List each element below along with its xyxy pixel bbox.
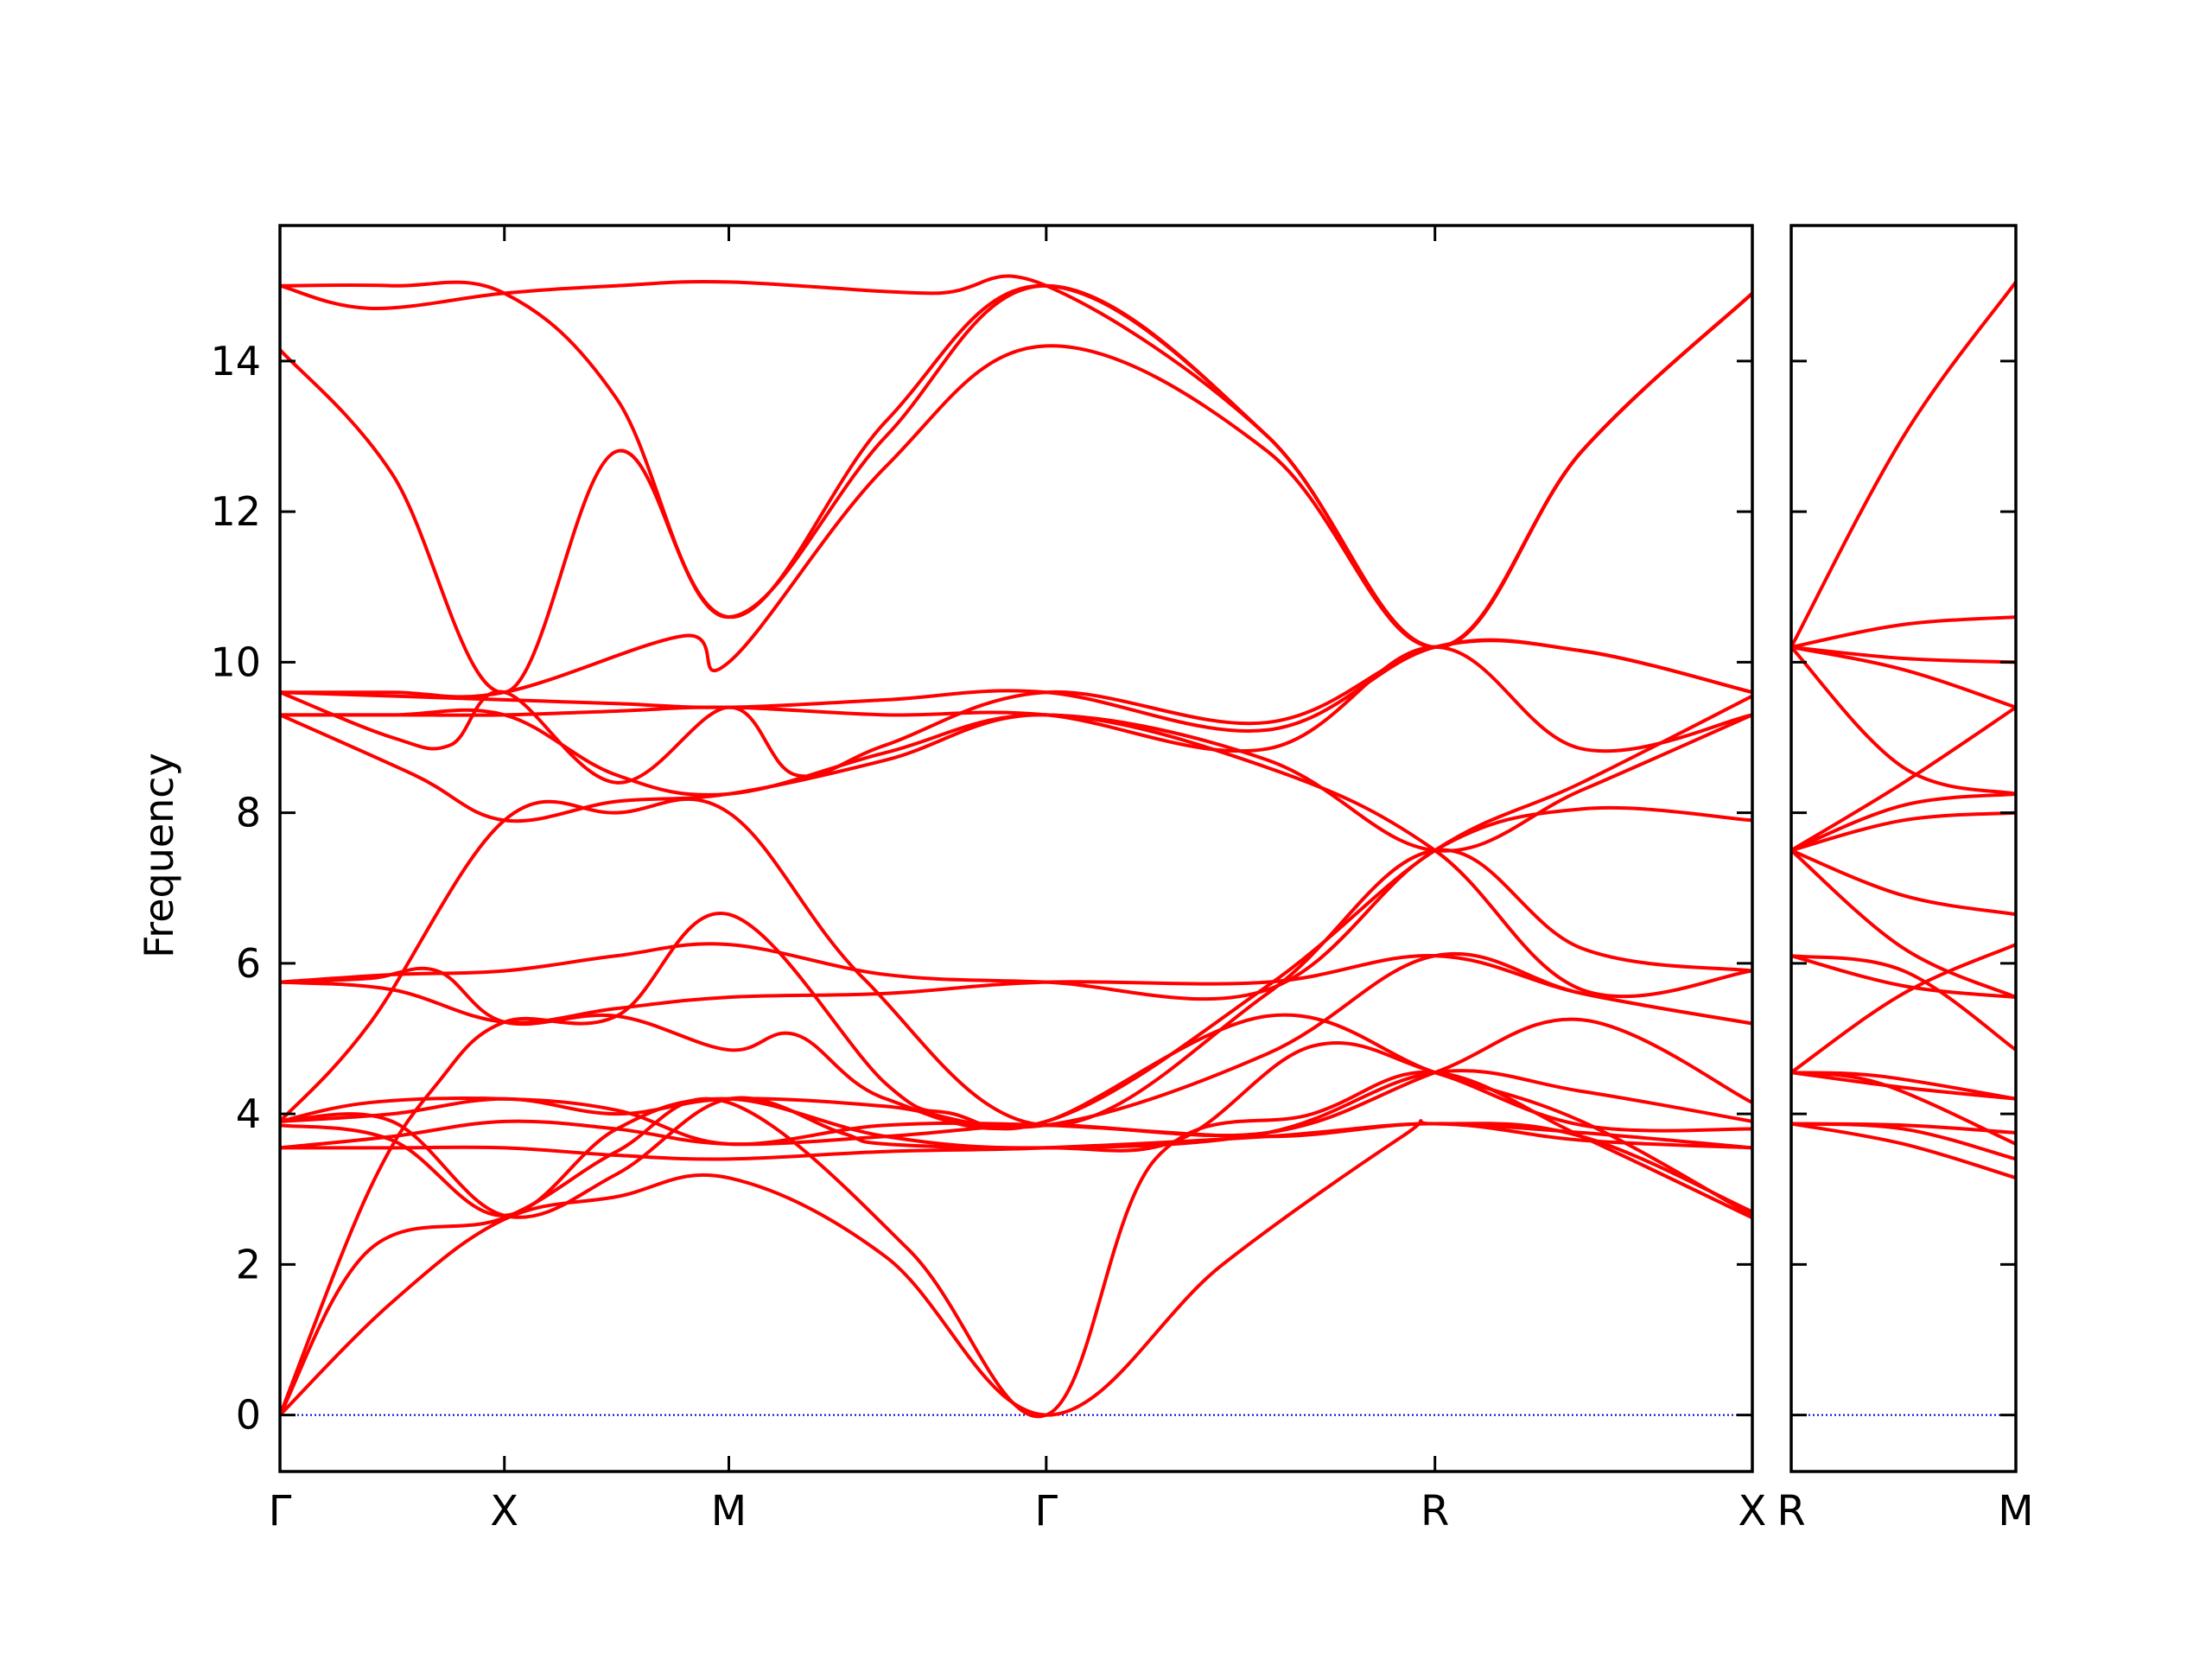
phonon-band	[280, 954, 1752, 1026]
y-tick-label: 4	[236, 1090, 261, 1137]
phonon-band	[1791, 1071, 2016, 1101]
phonon-band	[280, 1119, 1752, 1417]
x-tick-label: R	[1777, 1487, 1805, 1535]
phonon-band	[280, 274, 1752, 649]
phonon-band	[280, 1041, 1752, 1219]
phonon-band	[280, 798, 1752, 1128]
phonon-band	[1791, 645, 2016, 664]
y-tick-label: 14	[210, 338, 261, 385]
plot-frame	[278, 224, 1754, 1473]
phonon-band	[1791, 954, 2016, 1052]
x-tick-label: X	[1738, 1487, 1767, 1535]
phonon-band	[1791, 615, 2016, 649]
band-lines	[280, 274, 1752, 1419]
phonon-band	[1791, 1071, 2016, 1101]
phonon-band	[280, 805, 1752, 1001]
phonon-band	[1791, 1122, 2016, 1180]
y-tick-label: 12	[210, 488, 261, 535]
phonon-band	[1791, 943, 2016, 1075]
phonon-band	[280, 1017, 1752, 1150]
y-tick-label: 2	[236, 1241, 261, 1287]
phonon-band	[1791, 1071, 2016, 1146]
phonon-band	[1791, 954, 2016, 1000]
phonon-band	[280, 912, 1752, 1417]
phonon-band	[1791, 791, 2016, 853]
phonon-band	[1791, 705, 2016, 853]
y-tick-label: 10	[210, 639, 261, 685]
phonon-band	[280, 280, 1752, 649]
phonon-band	[1791, 645, 2016, 796]
y-tick-label: 8	[236, 790, 261, 836]
x-tick-label: Γ	[269, 1487, 292, 1535]
y-tick-label: 0	[236, 1392, 261, 1439]
phonon-band	[280, 291, 1752, 699]
y-axis-label: Frequency	[136, 753, 182, 958]
x-tick-label: M	[1998, 1487, 2033, 1535]
x-tick-label: M	[711, 1487, 747, 1535]
phonon-band	[280, 1069, 1752, 1217]
phonon-band	[280, 713, 1752, 999]
plot-frame	[1789, 224, 2018, 1473]
y-tick-label: 6	[236, 940, 261, 987]
phonon-band	[1791, 849, 2016, 1000]
phonon-band	[280, 708, 1752, 853]
x-tick-label: R	[1421, 1487, 1449, 1535]
phonon-band	[1791, 849, 2016, 917]
phonon-band	[280, 951, 1752, 1129]
band-lines	[1791, 280, 2016, 1180]
phonon-band	[1791, 645, 2016, 709]
panel-gamma-x-m-gamma-r-x: 0 2 4 6 8 10 12 14 Γ X M Γ R X	[210, 224, 1767, 1535]
phonon-band	[280, 645, 1752, 753]
phonon-band	[280, 1122, 1752, 1214]
phonon-band	[1791, 280, 2016, 649]
phonon-band	[280, 694, 1752, 1131]
x-tick-label: X	[490, 1487, 518, 1535]
phonon-band	[280, 283, 1752, 695]
x-tick-label: Γ	[1034, 1487, 1058, 1535]
phonon-band	[1791, 810, 2016, 853]
